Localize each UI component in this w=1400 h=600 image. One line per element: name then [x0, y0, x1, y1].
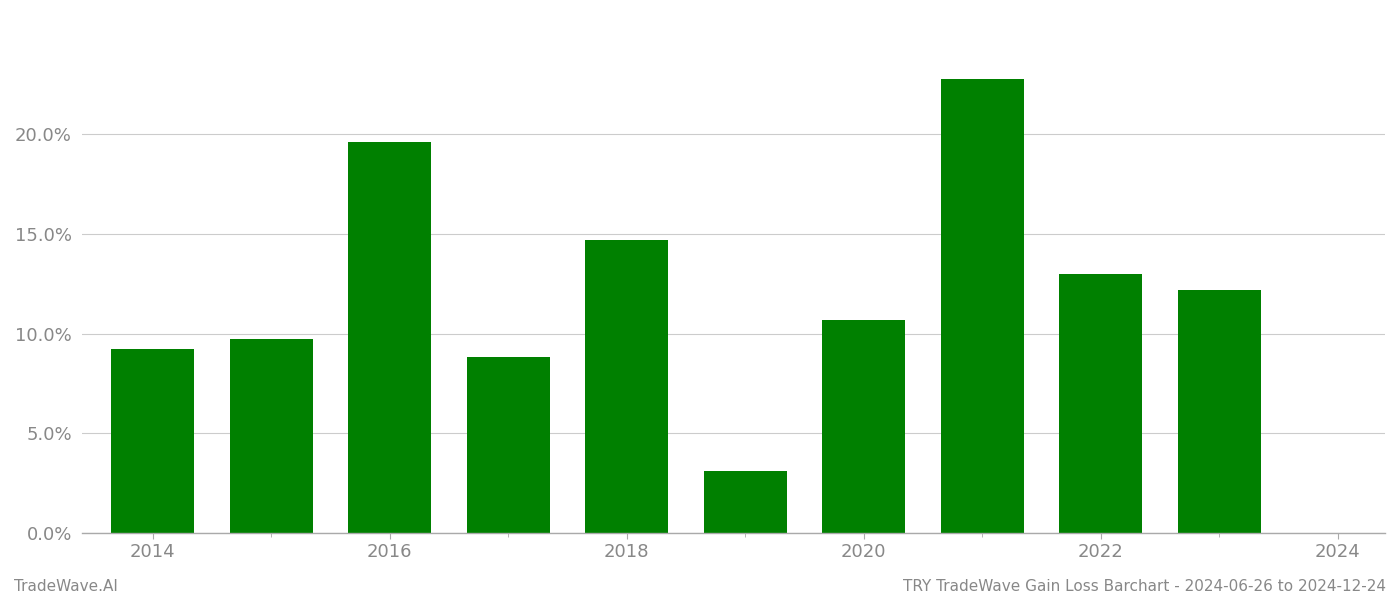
Bar	[704, 471, 787, 533]
Bar	[822, 320, 906, 533]
Bar	[230, 340, 312, 533]
Bar	[112, 349, 195, 533]
Bar	[941, 79, 1023, 533]
Text: TradeWave.AI: TradeWave.AI	[14, 579, 118, 594]
Bar	[1060, 274, 1142, 533]
Bar	[349, 142, 431, 533]
Bar	[585, 240, 668, 533]
Bar	[466, 358, 550, 533]
Bar	[1177, 290, 1260, 533]
Text: TRY TradeWave Gain Loss Barchart - 2024-06-26 to 2024-12-24: TRY TradeWave Gain Loss Barchart - 2024-…	[903, 579, 1386, 594]
